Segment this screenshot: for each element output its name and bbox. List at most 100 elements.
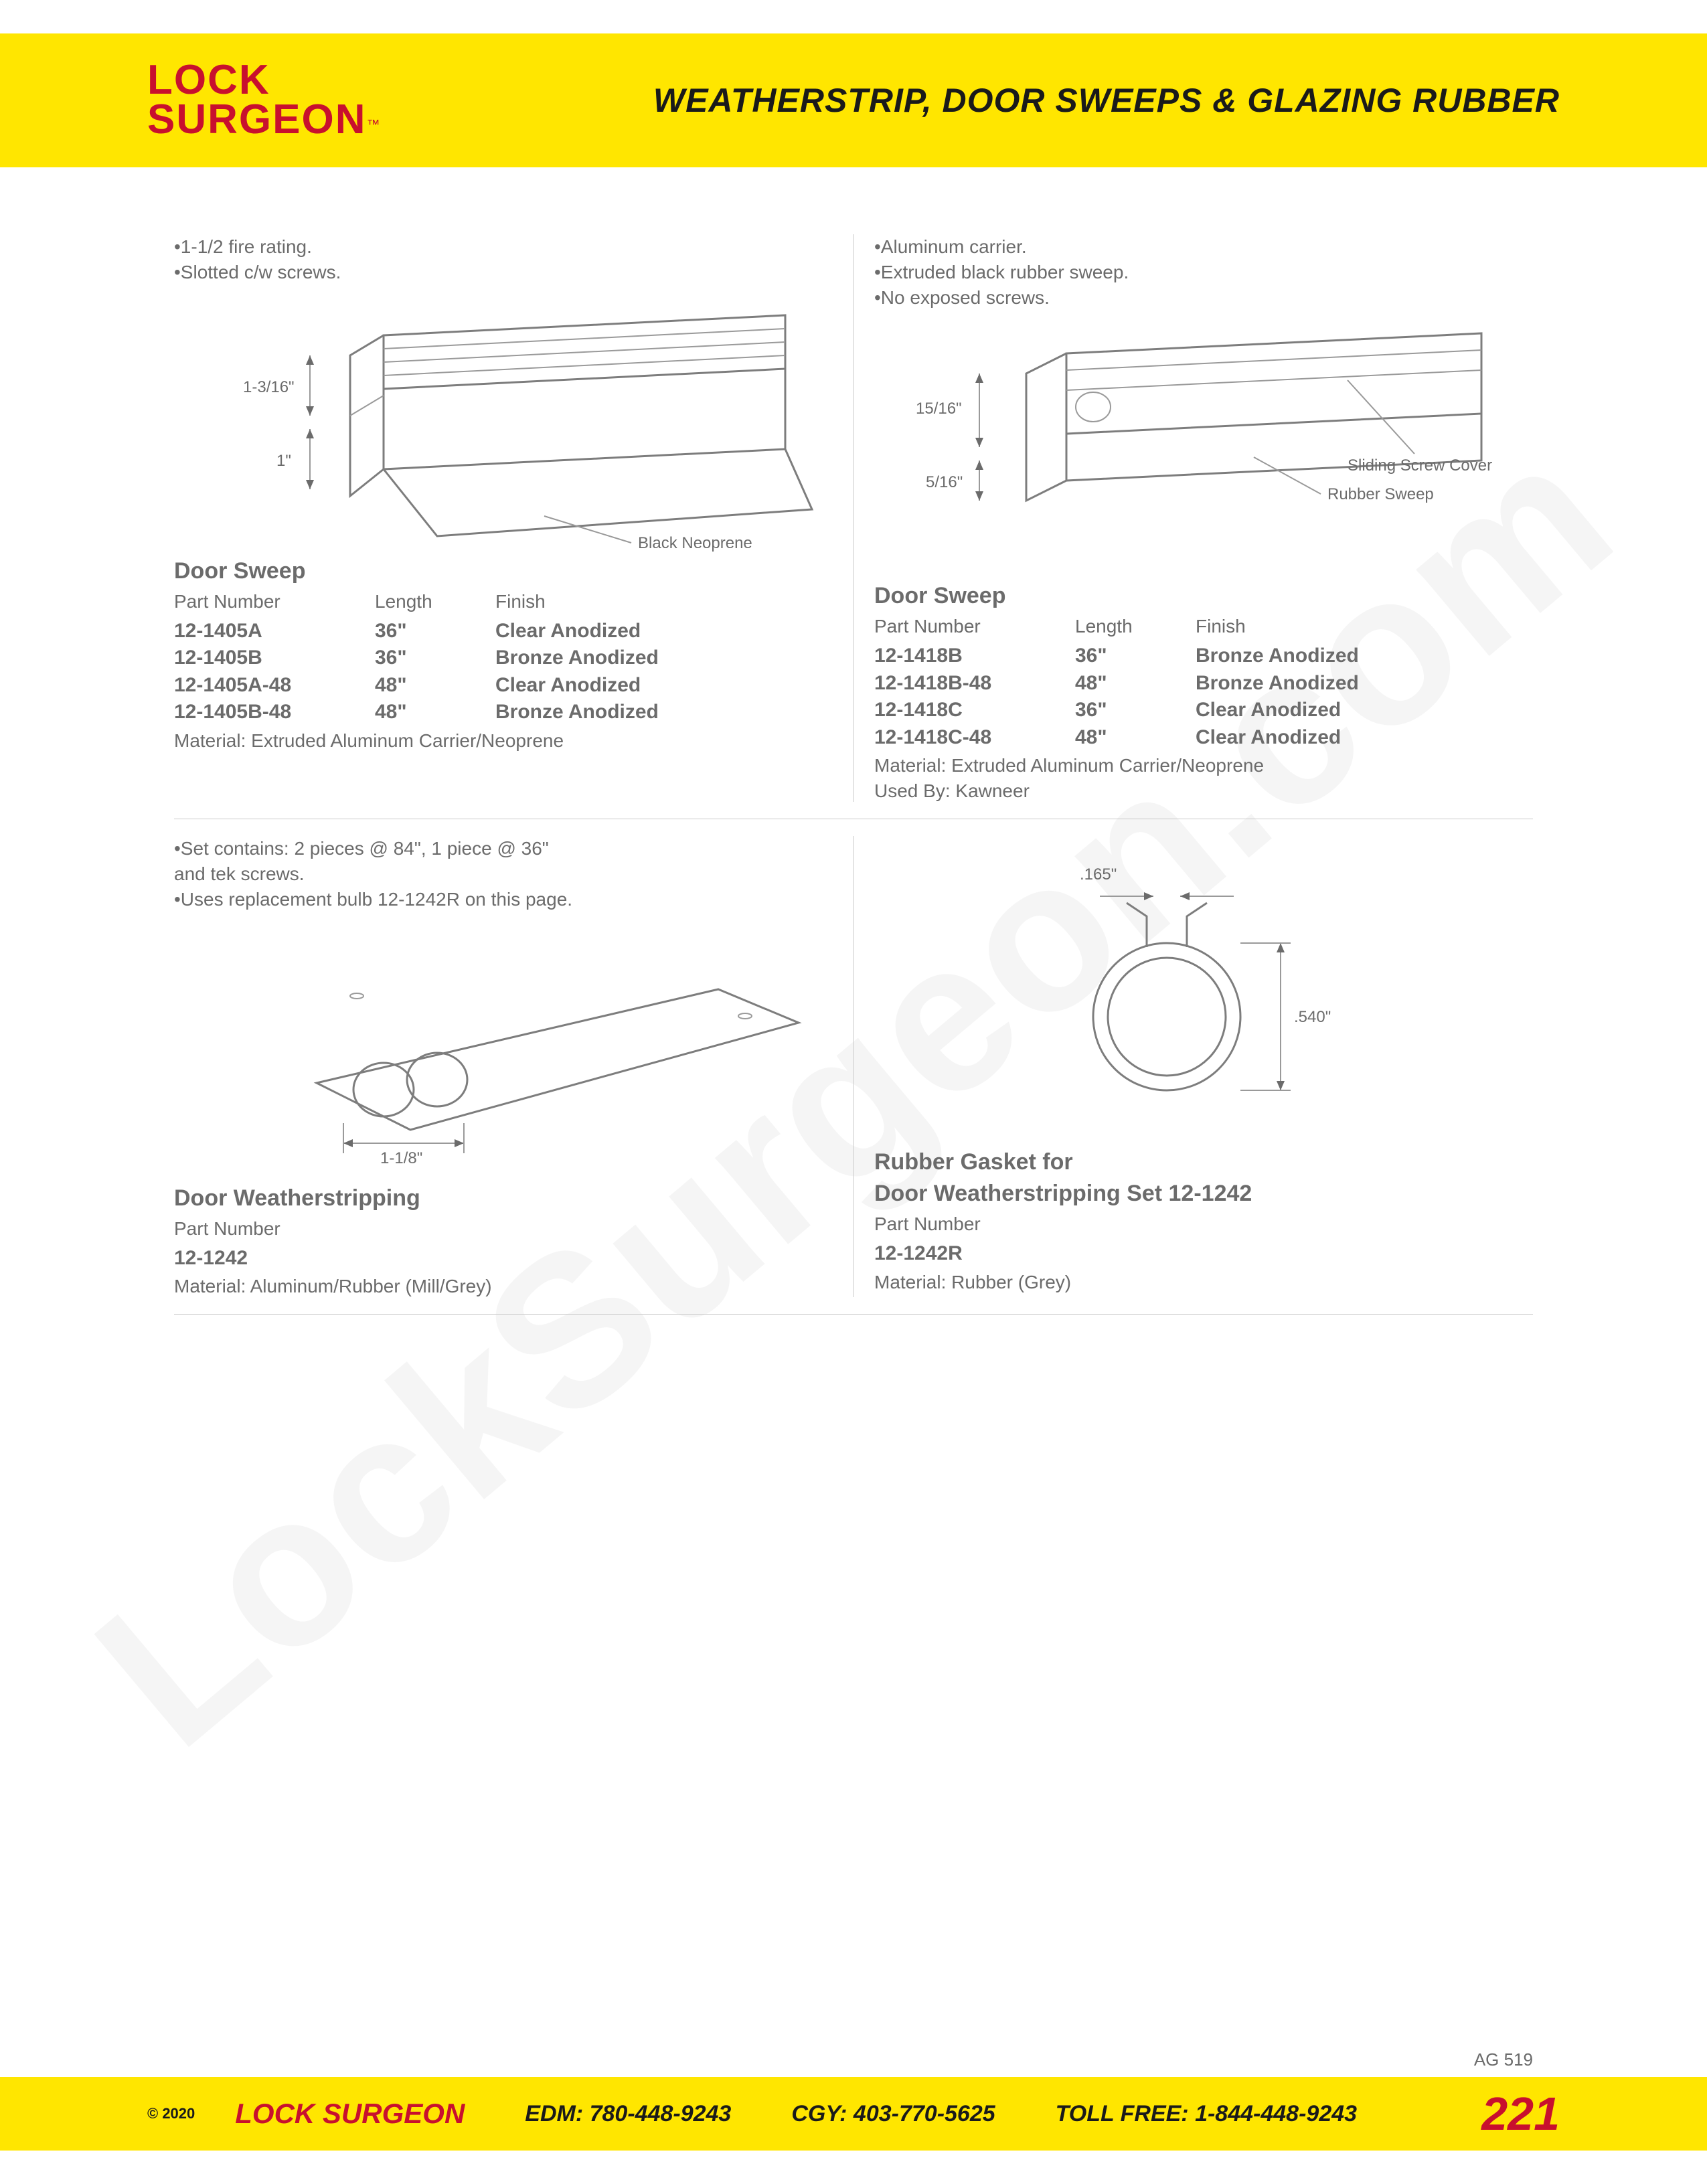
- part-row: 12-1418B36"Bronze Anodized: [874, 643, 1513, 670]
- diagram-callout: Sliding Screw Cover: [1348, 456, 1492, 475]
- dim-label: 15/16": [916, 400, 962, 418]
- material-label: Material:: [174, 730, 246, 751]
- product-title: Rubber Gasket for: [874, 1149, 1513, 1175]
- part-number: 12-1418B-48: [874, 670, 1075, 697]
- part-length: 48": [1075, 724, 1196, 752]
- column-headers: Part Number: [874, 1213, 1513, 1235]
- part-number: 12-1405B-48: [174, 699, 375, 726]
- product-title: Door Sweep: [874, 583, 1513, 609]
- part-row: 12-1405B36"Bronze Anodized: [174, 645, 833, 672]
- material-value: Aluminum/Rubber (Mill/Grey): [250, 1276, 492, 1296]
- part-length: 36": [375, 645, 495, 672]
- footer-brand: LOCK SURGEON: [235, 2098, 465, 2130]
- footer-bar: © 2020 LOCK SURGEON EDM: 780-448-9243 CG…: [0, 2077, 1707, 2151]
- product-title: Door Weatherstripping: [174, 1185, 833, 1211]
- part-row: 12-1418B-4848"Bronze Anodized: [874, 670, 1513, 697]
- material-line: Material: Extruded Aluminum Carrier/Neop…: [174, 730, 833, 752]
- product-row: •1-1/2 fire rating. •Slotted c/w screws.: [174, 234, 1533, 819]
- page-title: WEATHERSTRIP, DOOR SWEEPS & GLAZING RUBB…: [653, 81, 1560, 120]
- part-finish: Bronze Anodized: [495, 645, 659, 672]
- note-line: and tek screws.: [174, 861, 833, 887]
- part-number: 12-1405A-48: [174, 672, 375, 699]
- footer-copyright: © 2020: [147, 2105, 195, 2122]
- usedby-line: Used By: Kawneer: [874, 780, 1513, 802]
- col-part: Part Number: [874, 1213, 1075, 1235]
- part-number: 12-1242: [174, 1245, 375, 1272]
- material-value: Extruded Aluminum Carrier/Neoprene: [251, 730, 564, 751]
- note-line: •Set contains: 2 pieces @ 84", 1 piece @…: [174, 836, 833, 861]
- part-finish: Clear Anodized: [1196, 724, 1341, 752]
- product-title-line2: Door Weatherstripping Set 12-1242: [874, 1181, 1513, 1207]
- col-finish: Finish: [495, 591, 546, 612]
- footer-edm: EDM: 780-448-9243: [525, 2101, 731, 2127]
- dim-label: .540": [1294, 1008, 1331, 1026]
- footer-cgy: CGY: 403-770-5625: [791, 2101, 995, 2127]
- note-line: •Aluminum carrier.: [874, 234, 1513, 260]
- col-length: Length: [1075, 616, 1196, 637]
- part-finish: Clear Anodized: [495, 672, 641, 699]
- part-row: 12-1418C36"Clear Anodized: [874, 697, 1513, 724]
- material-value: Rubber (Grey): [951, 1272, 1071, 1292]
- part-number: 12-1405B: [174, 645, 375, 672]
- product-notes: •Aluminum carrier. •Extruded black rubbe…: [874, 234, 1513, 310]
- material-value: Extruded Aluminum Carrier/Neoprene: [951, 755, 1264, 776]
- product-row: •Set contains: 2 pieces @ 84", 1 piece @…: [174, 836, 1533, 1315]
- column-headers: Part Number Length Finish: [874, 616, 1513, 637]
- product-notes: •Set contains: 2 pieces @ 84", 1 piece @…: [174, 836, 833, 912]
- footer-page-number: 221: [1481, 2087, 1560, 2140]
- product-title: Door Sweep: [174, 558, 833, 584]
- diagram-callout: Rubber Sweep: [1327, 485, 1434, 503]
- product-diagram: 1-3/16" 1" Black Neoprene: [174, 292, 833, 553]
- material-label: Material:: [174, 1276, 246, 1296]
- product-diagram: .165" .540": [874, 836, 1513, 1144]
- part-finish: Bronze Anodized: [1196, 670, 1359, 697]
- note-line: •1-1/2 fire rating.: [174, 234, 833, 260]
- material-line: Material: Rubber (Grey): [874, 1272, 1513, 1293]
- product-cell: •Aluminum carrier. •Extruded black rubbe…: [854, 234, 1533, 802]
- diagram-callout: Black Neoprene: [638, 534, 752, 552]
- product-cell: •1-1/2 fire rating. •Slotted c/w screws.: [174, 234, 854, 802]
- product-cell: .165" .540" Rubber Gasket for Door Weath…: [854, 836, 1533, 1297]
- usedby-value: Kawneer: [955, 780, 1030, 801]
- product-diagram: 15/16" 5/16" Sliding Screw Cover Rubber …: [874, 317, 1513, 578]
- part-row: 12-1242R: [874, 1240, 1513, 1268]
- note-line: •No exposed screws.: [874, 285, 1513, 311]
- part-row: 12-1405B-4848"Bronze Anodized: [174, 699, 833, 726]
- column-headers: Part Number: [174, 1218, 833, 1240]
- part-number: 12-1418C-48: [874, 724, 1075, 752]
- material-line: Material: Extruded Aluminum Carrier/Neop…: [874, 755, 1513, 776]
- material-line: Material: Aluminum/Rubber (Mill/Grey): [174, 1276, 833, 1297]
- ag-code: AG 519: [1474, 2049, 1533, 2070]
- part-length: 36": [1075, 643, 1196, 670]
- part-number: 12-1418B: [874, 643, 1075, 670]
- logo-top: LOCK: [147, 61, 380, 100]
- footer-toll: TOLL FREE: 1-844-448-9243: [1056, 2101, 1357, 2127]
- part-length: 36": [375, 618, 495, 645]
- part-length: 48": [375, 672, 495, 699]
- part-row: 12-1405A36"Clear Anodized: [174, 618, 833, 645]
- product-diagram: 1-1/8": [174, 919, 833, 1180]
- dim-label: 1-1/8": [380, 1149, 422, 1167]
- dim-label: .165": [1080, 865, 1117, 884]
- col-part: Part Number: [174, 591, 375, 612]
- usedby-label: Used By:: [874, 780, 951, 801]
- part-finish: Clear Anodized: [1196, 697, 1341, 724]
- logo-tm: ™: [366, 118, 380, 133]
- part-finish: Clear Anodized: [495, 618, 641, 645]
- dim-label: 1-3/16": [243, 378, 295, 396]
- part-finish: Bronze Anodized: [495, 699, 659, 726]
- part-length: 36": [1075, 697, 1196, 724]
- note-line: •Slotted c/w screws.: [174, 260, 833, 285]
- weatherstrip-diagram: 1-1/8": [196, 929, 812, 1170]
- part-number: 12-1242R: [874, 1240, 1075, 1268]
- brand-logo: LOCK SURGEON™: [147, 61, 380, 140]
- dim-label: 1": [276, 452, 291, 470]
- part-length: 48": [1075, 670, 1196, 697]
- part-row: 12-1418C-4848"Clear Anodized: [874, 724, 1513, 752]
- col-part: Part Number: [874, 616, 1075, 637]
- note-line: •Extruded black rubber sweep.: [874, 260, 1513, 285]
- part-number: 12-1405A: [174, 618, 375, 645]
- material-label: Material:: [874, 1272, 946, 1292]
- col-finish: Finish: [1196, 616, 1246, 637]
- logo-bottom: SURGEON: [147, 96, 366, 143]
